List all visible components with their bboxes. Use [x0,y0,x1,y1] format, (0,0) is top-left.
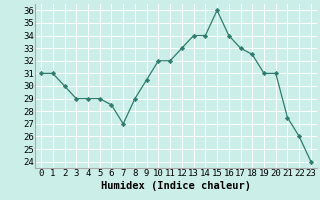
X-axis label: Humidex (Indice chaleur): Humidex (Indice chaleur) [101,181,251,191]
